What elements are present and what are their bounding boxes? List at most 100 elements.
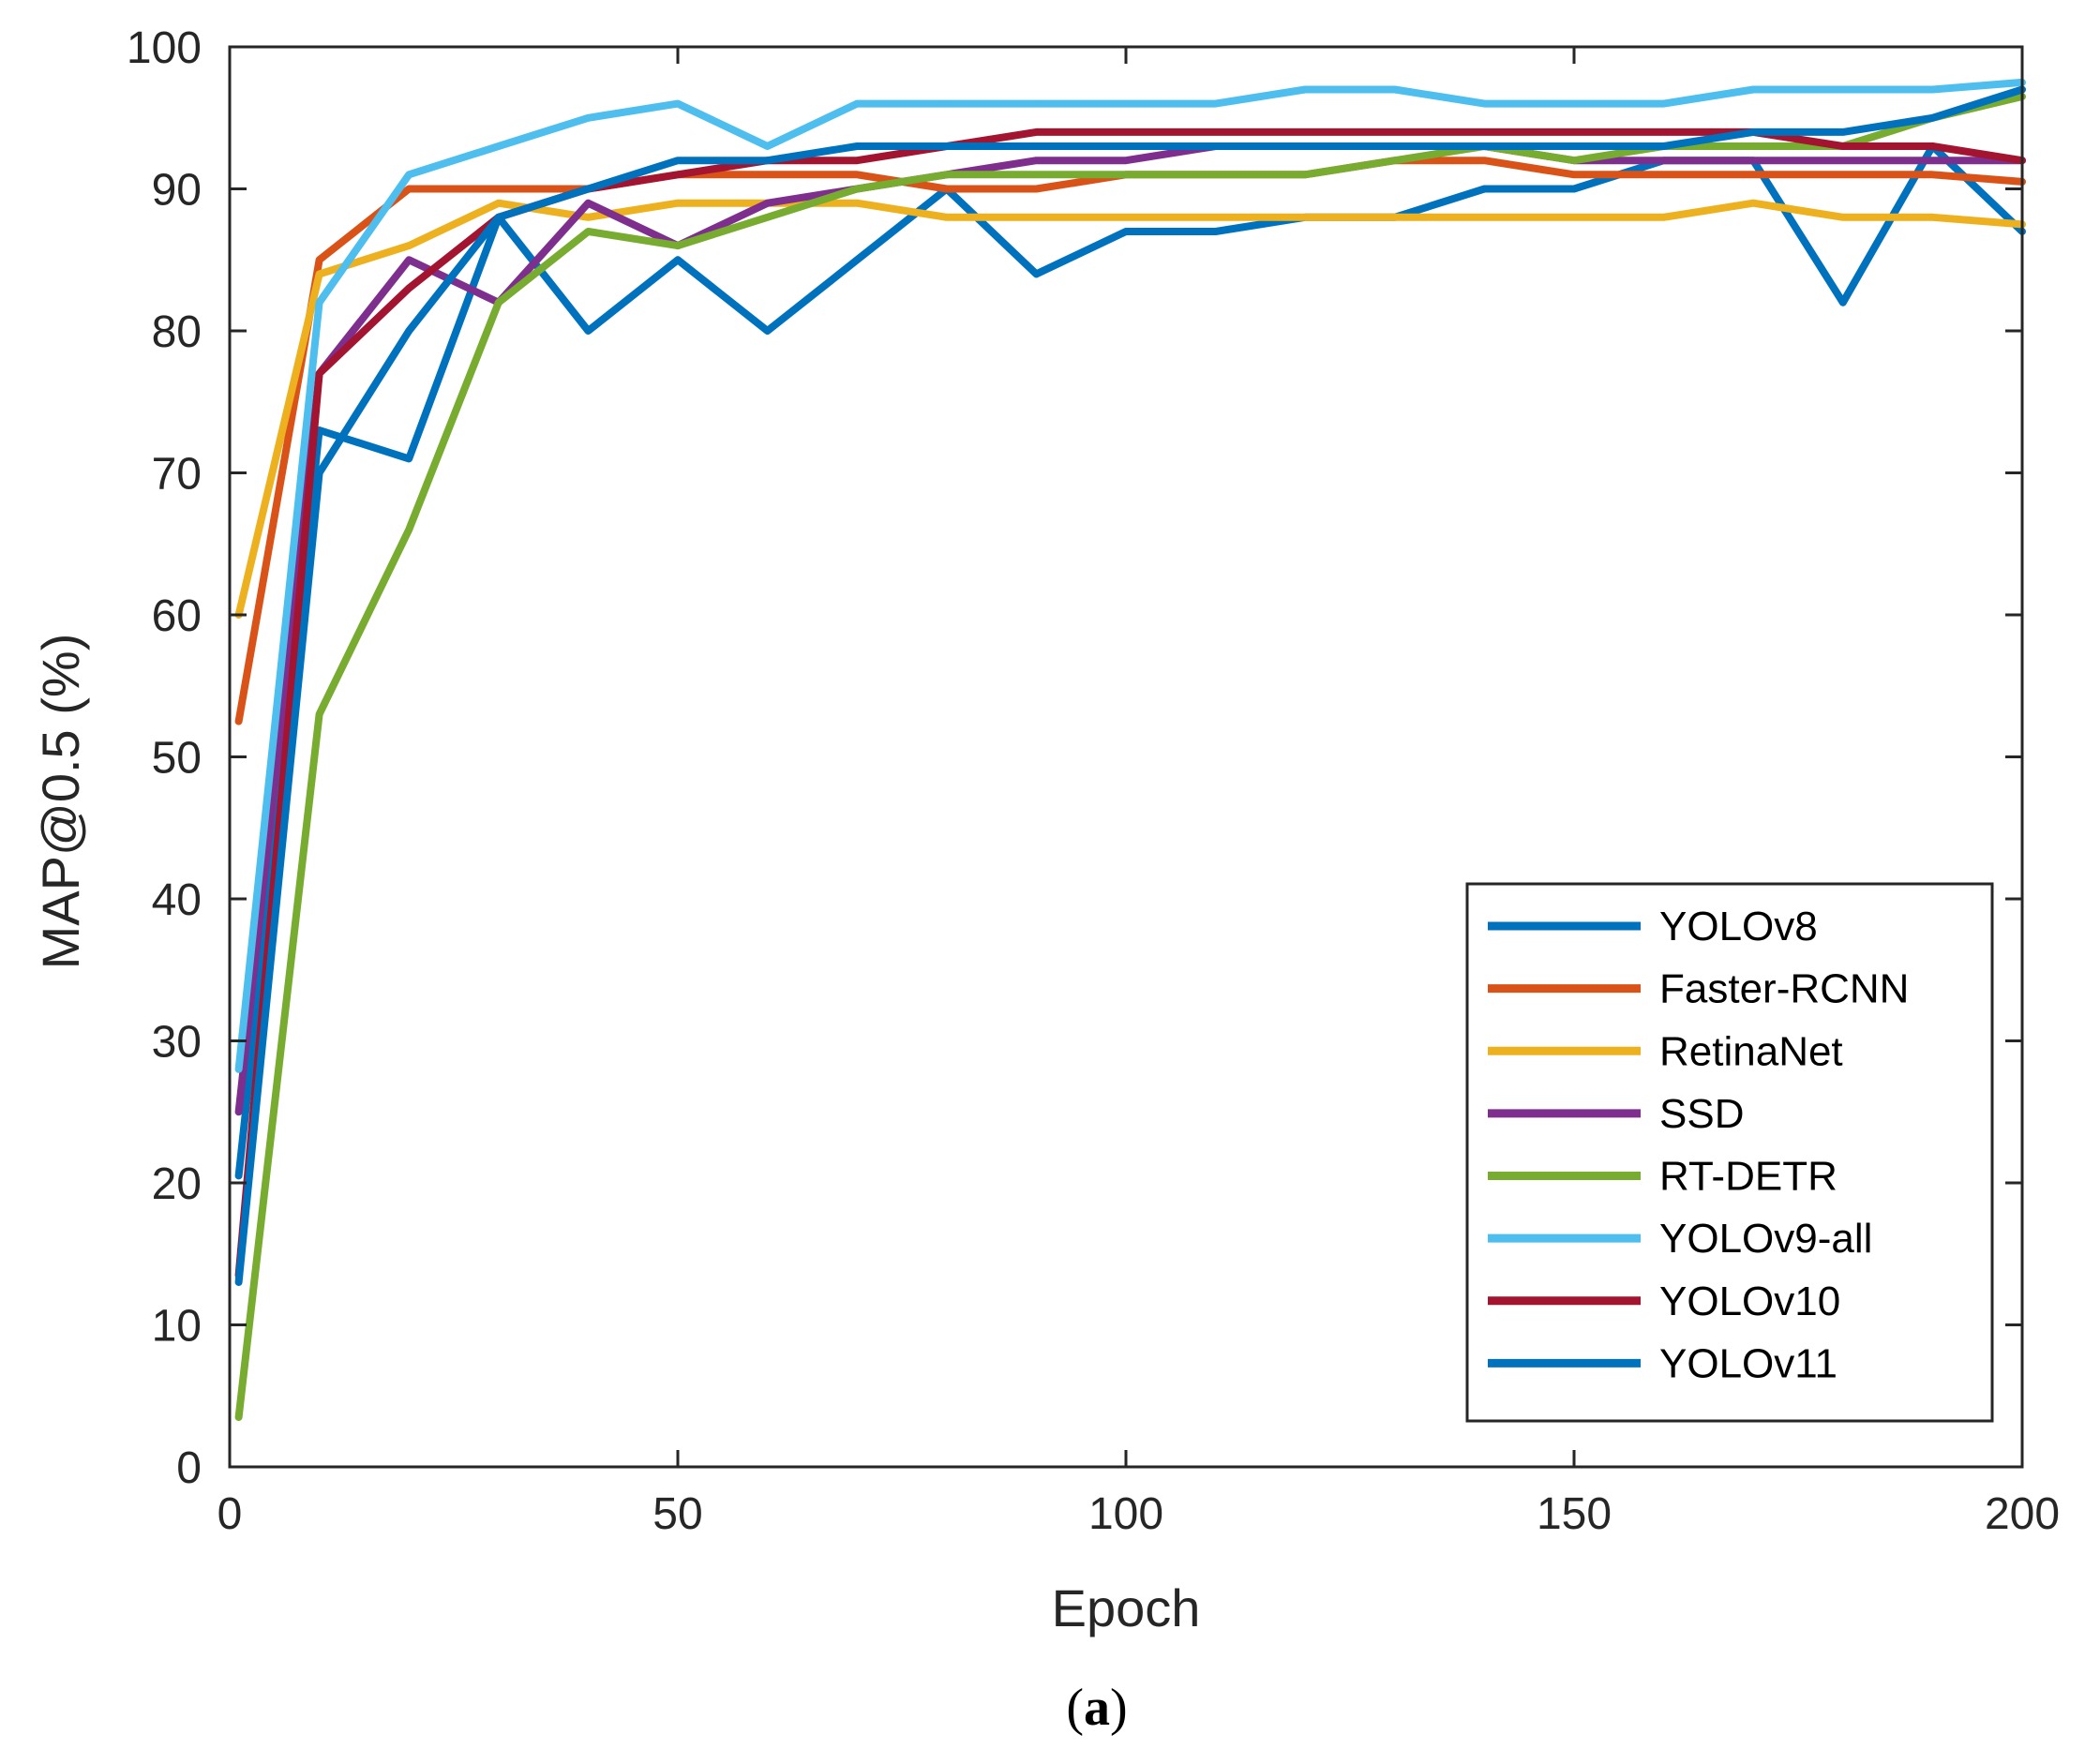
caption-close-paren: ) [1110,1679,1128,1737]
data-point [316,711,322,717]
data-point [943,172,950,178]
data-point [1571,214,1577,220]
data-point [406,186,412,192]
data-point [1750,157,1757,164]
data-point [854,100,861,107]
data-point [585,200,592,206]
data-point [675,200,681,206]
figure-caption: (a) [1066,1679,1127,1737]
data-point [585,328,592,334]
data-point [764,172,771,178]
data-point [1929,214,1936,220]
data-point [1212,172,1219,178]
data-point [585,214,592,220]
data-point [1660,157,1667,164]
data-point [585,114,592,121]
data-point [1839,86,1846,93]
data-point [406,456,412,462]
data-point [1929,114,1936,121]
data-point [854,200,861,206]
data-point [1391,86,1398,93]
data-point [854,257,861,263]
data-point [235,1414,242,1420]
data-point [764,328,771,334]
y-tick-label: 30 [152,1018,202,1068]
data-point [1033,143,1040,149]
data-point [1123,229,1129,234]
y-tick-label: 20 [152,1159,202,1209]
y-tick-label: 60 [152,591,202,641]
data-point [495,143,502,149]
data-point [1660,172,1667,178]
data-point [1571,100,1577,107]
data-point [235,1109,242,1115]
data-point [1750,143,1757,149]
data-point [1839,214,1846,220]
legend-entry-label: YOLOv9-all [1659,1216,1872,1262]
y-tick-label: 70 [152,450,202,500]
data-point [1302,128,1309,135]
data-point [1750,86,1757,93]
data-point [1839,299,1846,306]
data-point [1660,143,1667,149]
x-tick-label: 0 [218,1489,243,1539]
data-point [1123,214,1129,220]
data-point [1929,172,1936,178]
legend-box [1465,882,1994,1423]
data-point [943,143,950,149]
series-line-faster-rcnn [234,157,2026,725]
data-point [1481,100,1488,107]
data-point [1929,157,1936,164]
data-point [406,257,412,263]
data-point [316,370,322,377]
data-point [943,214,950,220]
data-point [235,1066,242,1072]
legend-entry-label: SSD [1659,1091,1744,1137]
data-point [1302,86,1309,93]
data-point [1571,172,1577,178]
data-point [1123,100,1129,107]
legend-entry-label: YOLOv11 [1659,1340,1838,1386]
data-point [406,328,412,334]
data-point [406,527,412,533]
data-point [1839,128,1846,135]
data-point [495,200,502,206]
x-tick-label: 200 [1985,1489,2060,1539]
data-point [1033,172,1040,178]
data-point [316,257,322,263]
data-point [1212,100,1219,107]
data-point [764,157,771,164]
series-line-retinanet [234,199,2026,619]
data-point [943,100,950,107]
data-point [1571,143,1577,149]
data-point [1660,214,1667,220]
data-point [1750,128,1757,135]
data-point [1660,128,1667,135]
data-point [1391,143,1398,149]
y-axis-ticks: 0 10 20 30 40 50 60 70 80 90 100 [127,23,2022,1493]
data-point [1302,172,1309,178]
y-tick-label: 40 [152,875,202,925]
data-point [943,186,950,192]
data-point [1302,214,1309,220]
data-point [764,214,771,220]
data-point [1839,143,1846,149]
data-point [316,470,322,476]
data-point [1033,157,1040,164]
data-point [1123,172,1129,178]
x-axis-title: Epoch [1052,1578,1201,1637]
data-point [1929,86,1936,93]
data-point [316,271,322,277]
caption-open-paren: ( [1066,1679,1084,1737]
data-point [495,186,502,192]
data-point [854,172,861,178]
data-point [1033,214,1040,220]
data-point [1123,157,1129,164]
data-point [675,100,681,107]
data-point [1660,100,1667,107]
x-tick-label: 50 [652,1489,702,1539]
data-point [1481,214,1488,220]
data-point [1481,186,1488,192]
data-point [1391,157,1398,164]
